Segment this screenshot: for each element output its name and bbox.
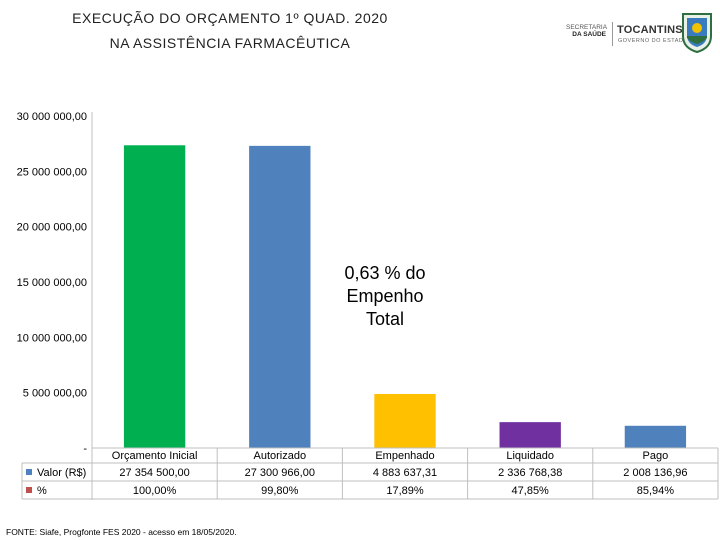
- y-tick-label: 5 000 000,00: [23, 388, 87, 400]
- y-tick-label: 10 000 000,00: [17, 332, 87, 344]
- annotation-line-3: Total: [365, 309, 405, 329]
- table-cell: 27 354 500,00: [119, 467, 189, 479]
- table-cell: 99,80%: [261, 485, 299, 497]
- x-category-label: Liquidado: [506, 450, 554, 462]
- legend-key: [26, 487, 32, 493]
- y-tick-label: 25 000 000,00: [17, 166, 87, 178]
- y-tick-label: 15 000 000,00: [17, 277, 87, 289]
- secretaria-line-2: DA SAÚDE: [572, 31, 606, 38]
- x-category-label: Autorizado: [254, 450, 307, 462]
- logo-area: SECRETARIA DA SAÚDE TOCANTINS GOVERNO DO…: [560, 8, 716, 56]
- title-line-1: EXECUÇÃO DO ORÇAMENTO 1º QUAD. 2020: [72, 10, 388, 26]
- table-cell: 47,85%: [512, 485, 550, 497]
- x-category-label: Empenhado: [375, 450, 434, 462]
- chart-title: EXECUÇÃO DO ORÇAMENTO 1º QUAD. 2020 NA A…: [60, 6, 400, 56]
- y-tick-label: 30 000 000,00: [17, 111, 87, 123]
- table-cell: 27 300 966,00: [245, 467, 315, 479]
- secretaria-line-1: SECRETARIA: [566, 24, 608, 31]
- bar-1: [123, 145, 186, 449]
- table-cell: 85,94%: [637, 485, 675, 497]
- table-cell: 100,00%: [133, 485, 177, 497]
- bar-2: [249, 145, 311, 448]
- secretaria-saude-logo: SECRETARIA DA SAÚDE: [566, 24, 608, 38]
- governo-estado-text: GOVERNO DO ESTADO: [618, 38, 689, 44]
- tocantins-logo-text: TOCANTINS: [617, 24, 683, 36]
- x-category-label: Orçamento Inicial: [112, 450, 198, 462]
- table-cell: 17,89%: [386, 485, 424, 497]
- table-row-label: Valor (R$): [37, 467, 86, 479]
- y-tick-label: -: [83, 443, 87, 455]
- title-line-2: NA ASSISTÊNCIA FARMACÊUTICA: [109, 35, 351, 51]
- source-note: FONTE: Siafe, Progfonte FES 2020 - acess…: [6, 527, 237, 537]
- table-cell: 2 008 136,96: [623, 467, 687, 479]
- annotation-line-2: Empenho: [346, 286, 424, 306]
- chart-annotation: 0,63 % do Empenho Total: [330, 262, 440, 331]
- bar-4: [499, 422, 561, 448]
- bar-5: [624, 425, 687, 448]
- y-tick-label: 20 000 000,00: [17, 222, 87, 234]
- annotation-line-1: 0,63 % do: [344, 263, 426, 283]
- logo-divider: [612, 22, 613, 46]
- bar-3: [374, 393, 436, 448]
- table-cell: 2 336 768,38: [498, 467, 562, 479]
- legend-key: [26, 469, 32, 475]
- table-cell: 4 883 637,31: [373, 467, 437, 479]
- state-crest-icon: [682, 13, 712, 54]
- table-row-label: %: [37, 485, 47, 497]
- x-category-label: Pago: [643, 450, 669, 462]
